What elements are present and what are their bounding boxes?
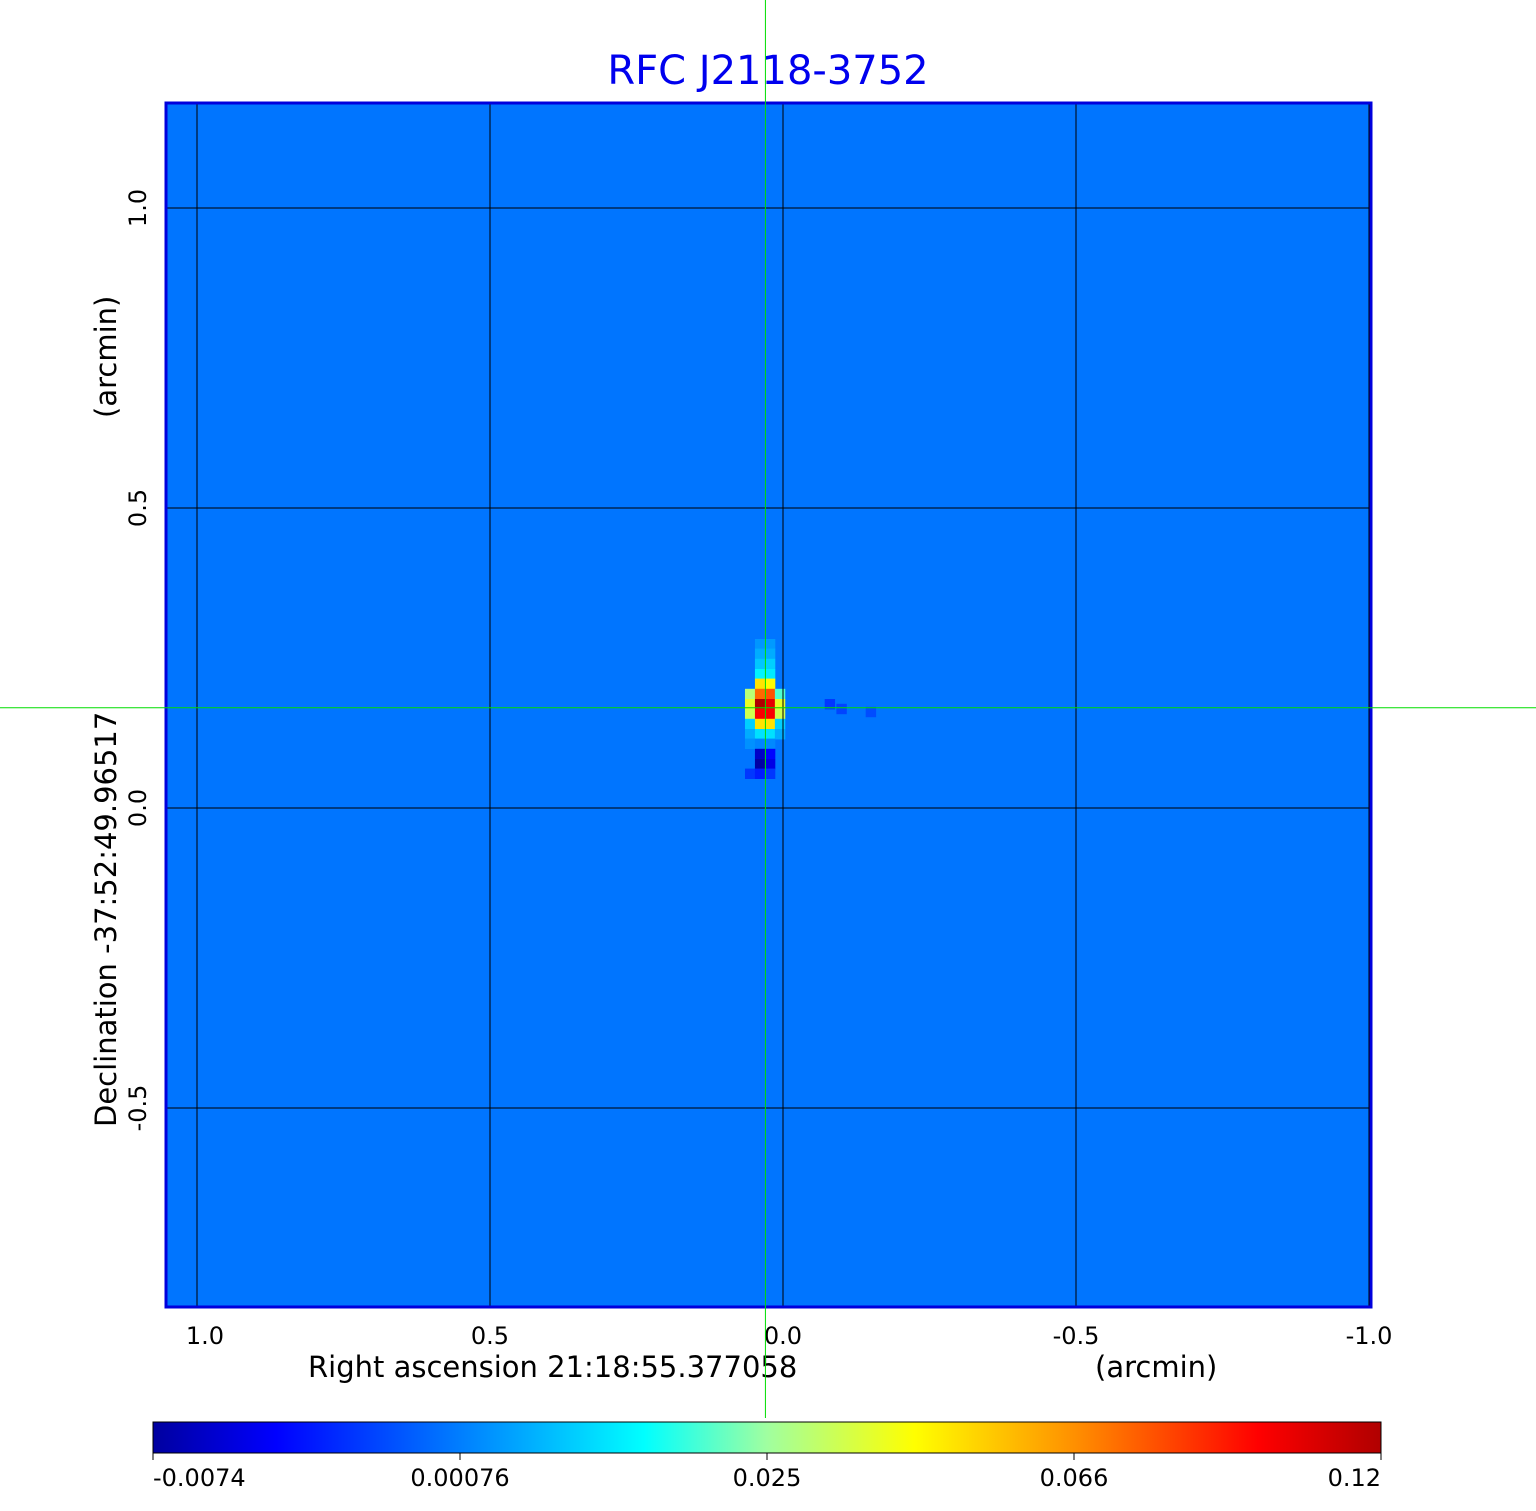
colorbar-tick-label: -0.0074 — [153, 1464, 246, 1492]
colorbar-tick-label: 0.00076 — [410, 1464, 509, 1492]
x-tick-label: -0.5 — [1053, 1322, 1100, 1350]
x-tick-labels: 1.0 0.5 0.0 -0.5 -1.0 — [186, 1322, 1393, 1350]
image-pixels — [744, 639, 877, 779]
x-tick-label: 1.0 — [186, 1322, 224, 1350]
plot-frame — [164, 101, 1373, 1309]
image-pixel — [824, 699, 836, 710]
y-tick-label: 0.5 — [124, 489, 152, 527]
image-pixel — [764, 678, 776, 689]
image-pixel — [774, 718, 786, 730]
image-pixel — [754, 708, 766, 719]
y-tick-label: -0.5 — [124, 1085, 152, 1132]
image-pixel — [744, 708, 756, 719]
image-pixel — [774, 729, 786, 740]
image-pixel — [764, 729, 776, 740]
image-pixel — [754, 748, 766, 760]
colorbar — [152, 1421, 1382, 1454]
x-axis-label: Right ascension 21:18:55.377058 — [308, 1350, 797, 1384]
image-pixel — [744, 688, 756, 700]
image-pixel — [754, 639, 766, 650]
image-pixel — [754, 688, 766, 700]
x-axis-unit: (arcmin) — [1095, 1350, 1217, 1384]
colorbar-ticks: -0.0074 0.00076 0.025 0.066 0.12 — [152, 1453, 1382, 1492]
image-pixel — [754, 658, 766, 670]
image-pixel — [754, 648, 766, 659]
colorbar-tick-label: 0.066 — [1040, 1464, 1109, 1492]
image-pixel — [764, 738, 776, 749]
image-pixel — [836, 703, 847, 715]
y-tick-label: 1.0 — [124, 189, 152, 227]
y-axis-unit: (arcmin) — [89, 296, 123, 418]
image-pixel — [754, 669, 766, 680]
image-pixel — [754, 729, 766, 740]
image-pixel — [764, 708, 776, 719]
image-pixel — [865, 706, 877, 718]
image-pixel — [754, 699, 766, 710]
image-pixel — [744, 729, 756, 740]
image-pixel — [764, 759, 776, 770]
image-pixel — [774, 699, 786, 710]
x-tick-label: 0.5 — [471, 1322, 509, 1350]
image-pixel — [764, 669, 776, 680]
image-pixel — [764, 658, 776, 670]
y-tick-label: 0.0 — [124, 789, 152, 827]
image-pixel — [774, 688, 786, 700]
colorbar-tick-label: 0.025 — [733, 1464, 802, 1492]
x-tick-label: 0.0 — [764, 1322, 802, 1350]
image-pixel — [754, 768, 766, 779]
image-pixel — [774, 708, 786, 719]
chart-title: RFC J2118-3752 — [607, 48, 928, 94]
image-pixel — [744, 718, 756, 730]
y-axis-label: Declination -37:52:49.96517 — [89, 712, 123, 1127]
image-pixel — [754, 678, 766, 689]
image-pixel — [764, 748, 776, 760]
image-pixel — [764, 639, 776, 650]
y-tick-labels: 1.0 0.5 0.0 -0.5 — [124, 189, 152, 1132]
image-pixel — [764, 688, 776, 700]
image-pixel — [744, 768, 756, 779]
image-pixel — [744, 738, 756, 749]
x-tick-label: -1.0 — [1346, 1322, 1393, 1350]
image-pixel — [764, 718, 776, 730]
image-pixel — [764, 648, 776, 659]
grid-lines — [166, 103, 1371, 1307]
image-pixel — [764, 768, 776, 779]
image-pixel — [754, 738, 766, 749]
image-pixel — [764, 699, 776, 710]
image-pixel — [754, 759, 766, 770]
image-pixel — [744, 699, 756, 710]
colorbar-tick-label: 0.12 — [1328, 1464, 1381, 1492]
image-pixel — [754, 718, 766, 730]
